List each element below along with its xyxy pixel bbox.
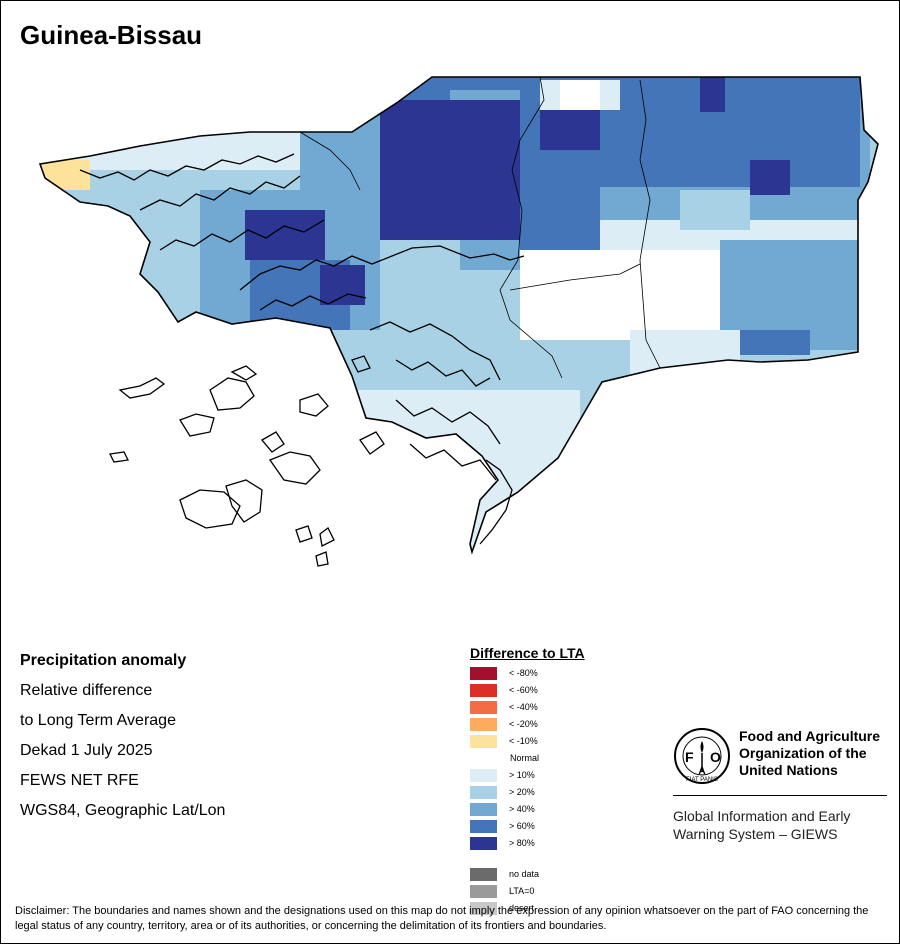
legend-swatch — [470, 885, 497, 898]
legend-swatch — [470, 752, 497, 765]
legend-item: > 20% — [470, 784, 585, 801]
legend-label: LTA=0 — [509, 885, 534, 898]
info-line: to Long Term Average — [20, 710, 225, 740]
anomaly-cell — [520, 180, 600, 250]
legend-label: < -80% — [509, 667, 538, 680]
legend-label: < -20% — [509, 718, 538, 731]
anomaly-cell — [740, 330, 810, 355]
legend-swatch — [470, 786, 497, 799]
fao-logo-motto: FIAT PANIS — [686, 777, 718, 783]
fao-name-line: United Nations — [739, 762, 880, 779]
legend-item: > 40% — [470, 801, 585, 818]
legend-item: < -40% — [470, 699, 585, 716]
fao-logo-letter: A — [698, 766, 705, 777]
legend-swatch — [470, 667, 497, 680]
legend-item: < -60% — [470, 682, 585, 699]
legend-item: < -20% — [470, 716, 585, 733]
legend-item: LTA=0 — [470, 883, 585, 900]
legend-item: < -10% — [470, 733, 585, 750]
anomaly-cell — [520, 250, 720, 340]
legend-swatch — [470, 837, 497, 850]
legend-label: > 20% — [509, 786, 535, 799]
legend-label: < -60% — [509, 684, 538, 697]
anomaly-cell — [560, 80, 600, 110]
legend-label: > 80% — [509, 837, 535, 850]
anomaly-cell — [630, 330, 740, 380]
anomaly-grid — [0, 60, 900, 600]
legend-label: > 60% — [509, 820, 535, 833]
legend-item: > 80% — [470, 835, 585, 852]
legend-label: > 40% — [509, 803, 535, 816]
giews-line: Global Information and Early — [673, 807, 850, 825]
legend-swatch — [470, 684, 497, 697]
anomaly-cell — [380, 100, 520, 240]
legend-swatch — [470, 718, 497, 731]
divider — [673, 795, 887, 796]
legend-label: < -10% — [509, 735, 538, 748]
anomaly-cell — [700, 77, 725, 112]
info-line: FEWS NET RFE — [20, 770, 225, 800]
anomaly-cell — [680, 190, 750, 230]
legend-item: > 60% — [470, 818, 585, 835]
info-line: Dekad 1 July 2025 — [20, 740, 225, 770]
legend: Difference to LTA < -80% < -60% < -40% <… — [470, 645, 585, 917]
info-line: Relative difference — [20, 680, 225, 710]
fao-name: Food and Agriculture Organization of the… — [739, 728, 880, 779]
legend-item: Normal — [470, 750, 585, 767]
legend-label: Normal — [510, 752, 539, 765]
info-line: WGS84, Geographic Lat/Lon — [20, 800, 225, 830]
legend-swatch — [470, 701, 497, 714]
anomaly-cell — [30, 160, 90, 190]
anomaly-cell — [750, 160, 790, 195]
giews-line: Warning System – GIEWS — [673, 825, 850, 843]
disclaimer: Disclaimer: The boundaries and names sho… — [15, 904, 885, 934]
fao-name-line: Organization of the — [739, 745, 880, 762]
anomaly-cell — [540, 110, 600, 150]
fao-logo-letter: F — [685, 749, 694, 765]
fao-logo-icon: F O FIAT PANIS A — [673, 727, 731, 785]
anomaly-cell — [320, 265, 365, 305]
giews-name: Global Information and Early Warning Sys… — [673, 807, 850, 843]
legend-swatch — [470, 735, 497, 748]
map-info: Precipitation anomaly Relative differenc… — [20, 650, 225, 830]
legend-item: < -80% — [470, 665, 585, 682]
legend-swatch — [470, 820, 497, 833]
legend-item: no data — [470, 866, 585, 883]
legend-title: Difference to LTA — [470, 645, 585, 661]
legend-item: > 10% — [470, 767, 585, 784]
legend-label: no data — [509, 868, 539, 881]
info-heading: Precipitation anomaly — [20, 650, 225, 680]
legend-swatch — [470, 769, 497, 782]
fao-logo-letter: O — [710, 749, 721, 765]
fao-name-line: Food and Agriculture — [739, 728, 880, 745]
map-area — [0, 60, 900, 600]
legend-swatch — [470, 803, 497, 816]
legend-label: < -40% — [509, 701, 538, 714]
legend-swatch — [470, 868, 497, 881]
anomaly-cell — [245, 210, 325, 260]
legend-label: > 10% — [509, 769, 535, 782]
map-title: Guinea-Bissau — [20, 20, 202, 51]
